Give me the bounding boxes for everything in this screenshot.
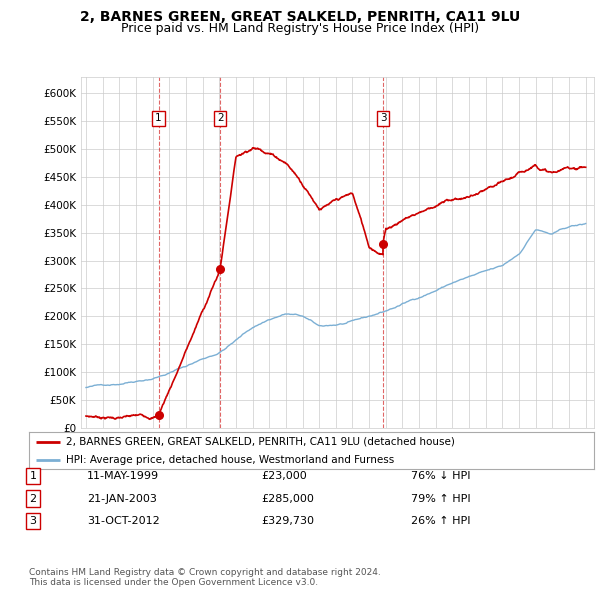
Text: 2, BARNES GREEN, GREAT SALKELD, PENRITH, CA11 9LU (detached house): 2, BARNES GREEN, GREAT SALKELD, PENRITH,… (65, 437, 454, 447)
Text: £23,000: £23,000 (261, 471, 307, 481)
Text: 76% ↓ HPI: 76% ↓ HPI (411, 471, 470, 481)
Text: HPI: Average price, detached house, Westmorland and Furness: HPI: Average price, detached house, West… (65, 455, 394, 465)
Text: 79% ↑ HPI: 79% ↑ HPI (411, 494, 470, 503)
Text: 1: 1 (29, 471, 37, 481)
Text: Contains HM Land Registry data © Crown copyright and database right 2024.
This d: Contains HM Land Registry data © Crown c… (29, 568, 380, 587)
Text: Price paid vs. HM Land Registry's House Price Index (HPI): Price paid vs. HM Land Registry's House … (121, 22, 479, 35)
Text: 11-MAY-1999: 11-MAY-1999 (87, 471, 159, 481)
Text: 3: 3 (29, 516, 37, 526)
Text: 2: 2 (29, 494, 37, 503)
Text: £285,000: £285,000 (261, 494, 314, 503)
Text: 2, BARNES GREEN, GREAT SALKELD, PENRITH, CA11 9LU: 2, BARNES GREEN, GREAT SALKELD, PENRITH,… (80, 10, 520, 24)
Text: 31-OCT-2012: 31-OCT-2012 (87, 516, 160, 526)
Text: 26% ↑ HPI: 26% ↑ HPI (411, 516, 470, 526)
Text: 2: 2 (217, 113, 223, 123)
Text: 21-JAN-2003: 21-JAN-2003 (87, 494, 157, 503)
Text: 1: 1 (155, 113, 162, 123)
Text: £329,730: £329,730 (261, 516, 314, 526)
Text: 3: 3 (380, 113, 386, 123)
